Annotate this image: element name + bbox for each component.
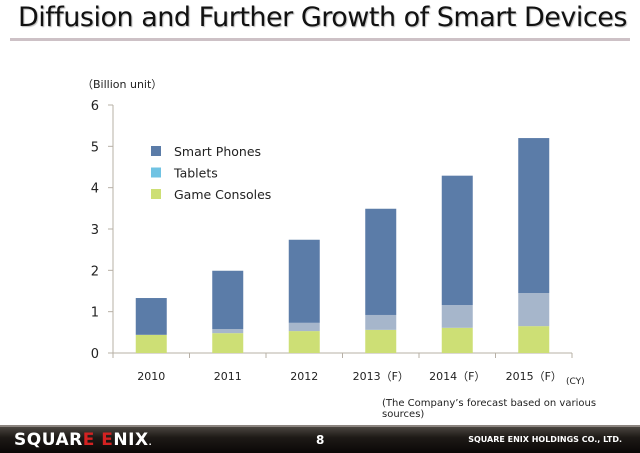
- bar-game-consoles: [441, 327, 473, 353]
- bar-game-consoles: [365, 329, 397, 353]
- bar-smart-phones: [288, 239, 320, 323]
- x-tick-label: 2014（F）: [429, 370, 485, 383]
- legend-label: Tablets: [173, 166, 218, 181]
- y-tick-label: 1: [91, 306, 99, 321]
- legend-label: Game Consoles: [174, 187, 271, 202]
- stacked-bar-chart: 0 1 2 3 4 5 6 2010 2011 2012 2013（F） 2014（F） 2015（F）…: [82, 78, 585, 387]
- y-tick-label: 5: [91, 140, 99, 155]
- bar-smart-phones: [518, 138, 550, 294]
- bar-smart-phones: [441, 175, 473, 306]
- company-name: SQUARE ENIX HOLDINGS CO., LTD.: [468, 435, 622, 444]
- chart-axes: 0 1 2 3 4 5 6 2010 2011 2012 2013（F） 2014（F） 2015（F）: [91, 99, 573, 383]
- footer-bar: SQUARE ENIX. 8 SQUARE ENIX HOLDINGS CO.,…: [0, 425, 640, 453]
- bar-smart-phones: [135, 298, 167, 335]
- bar-tablets: [288, 322, 320, 332]
- legend-label: Smart Phones: [174, 144, 261, 159]
- square-enix-logo: SQUARE ENIX.: [14, 430, 153, 450]
- y-tick-label: 2: [91, 264, 99, 279]
- bar-game-consoles: [135, 334, 167, 353]
- bar-game-consoles: [518, 326, 550, 353]
- legend-swatch: [151, 146, 161, 156]
- title-divider: [10, 38, 630, 41]
- y-tick-label: 6: [91, 99, 99, 114]
- x-tick-label: 2010: [137, 370, 165, 383]
- legend-swatch: [151, 189, 161, 199]
- y-tick-label: 0: [91, 347, 99, 362]
- x-tick-label: 2011: [214, 370, 242, 383]
- chart-bars: [135, 138, 550, 353]
- forecast-note: (The Company’s forecast based on various…: [382, 398, 597, 420]
- y-axis-label: （Billion unit）: [82, 78, 162, 91]
- legend-swatch: [151, 167, 161, 178]
- x-tick-label: 2012: [290, 370, 318, 383]
- bar-smart-phones: [212, 270, 244, 330]
- bar-tablets: [365, 314, 397, 330]
- bar-game-consoles: [288, 331, 320, 353]
- y-tick-label: 4: [91, 182, 99, 197]
- page-number: 8: [316, 433, 325, 447]
- bar-smart-phones: [365, 208, 397, 315]
- x-tick-label: 2015（F）: [506, 370, 562, 383]
- chart-legend: Smart Phones Tablets Game Consoles: [151, 144, 271, 202]
- bar-tablets: [518, 293, 550, 327]
- x-axis-unit-label: (CY): [566, 377, 585, 387]
- bar-tablets: [212, 329, 244, 334]
- x-tick-label: 2013（F）: [353, 370, 409, 383]
- bar-game-consoles: [212, 333, 244, 353]
- bar-tablets: [441, 305, 473, 328]
- y-tick-label: 3: [91, 223, 99, 238]
- page-title: Diffusion and Further Growth of Smart De…: [18, 2, 627, 33]
